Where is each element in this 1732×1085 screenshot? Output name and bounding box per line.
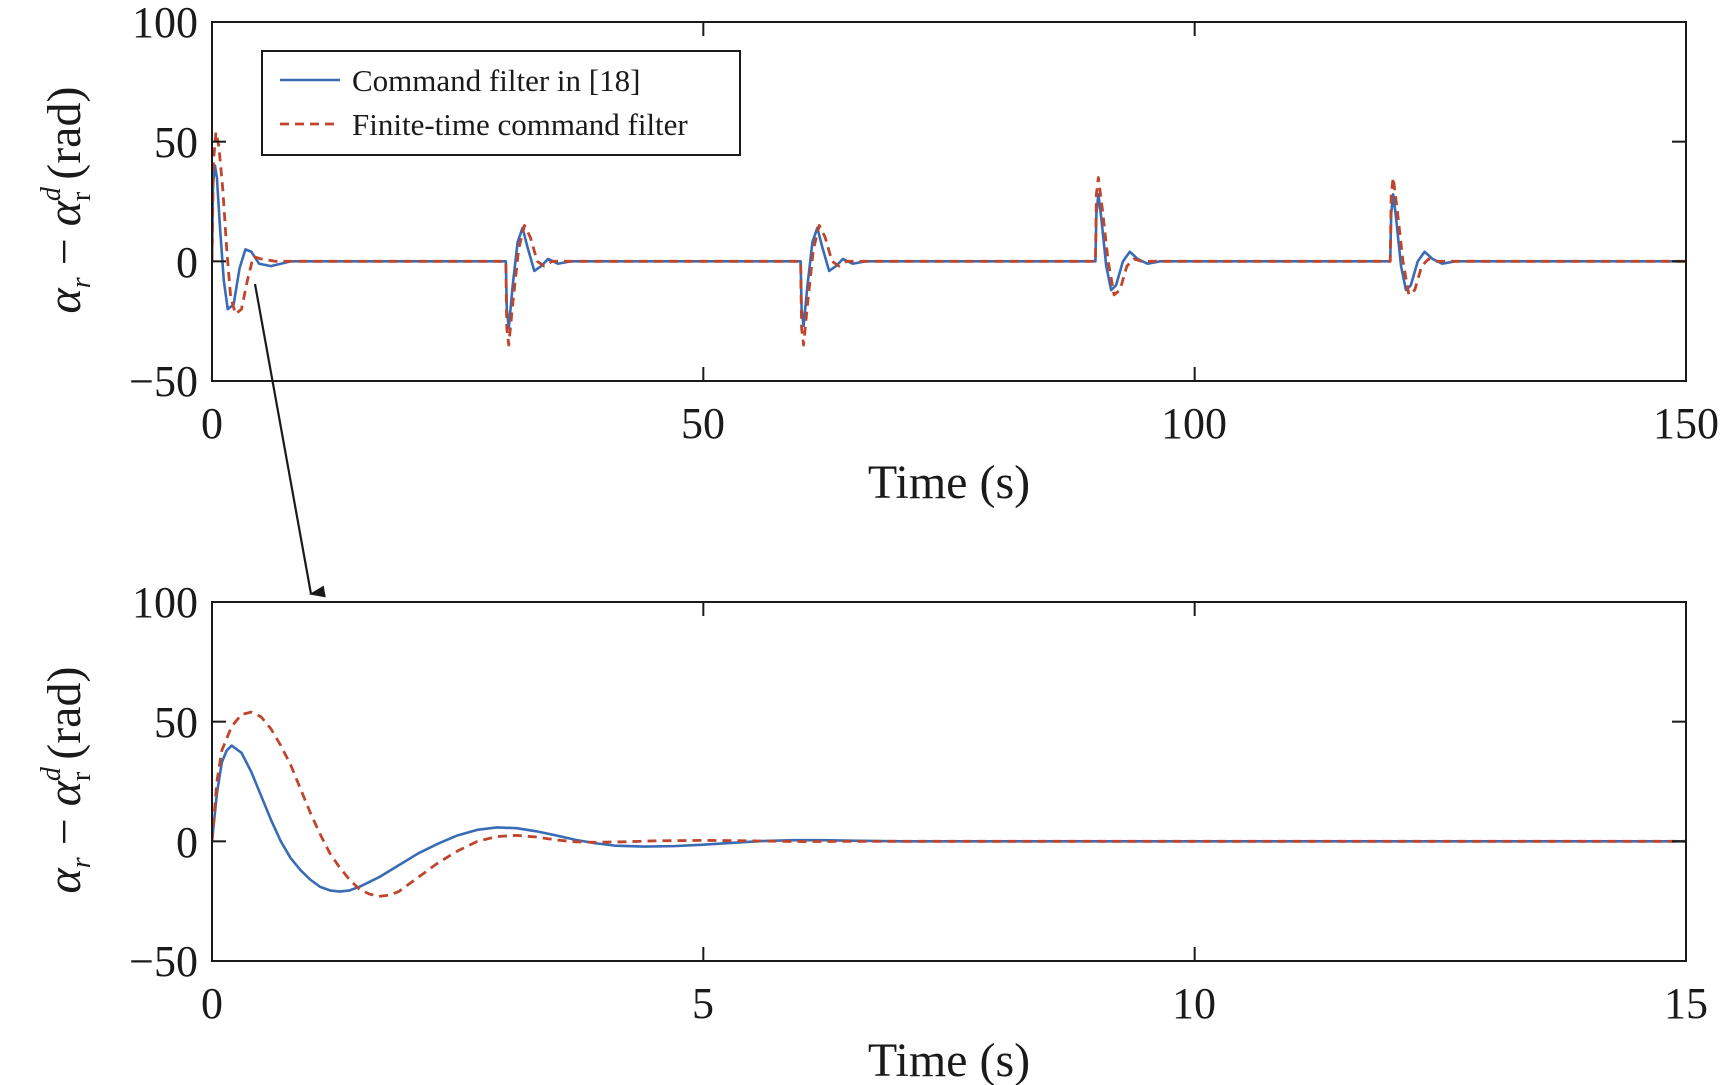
bottom-ytick-label: 100 bbox=[132, 578, 198, 627]
top-panel: 100 50 0 −50 0 50 100 150 Time (s) αr − … bbox=[36, 0, 1719, 509]
bottom-xtick-label: 10 bbox=[1172, 979, 1216, 1028]
top-plot-frame bbox=[211, 21, 1687, 382]
top-ticks bbox=[211, 21, 1687, 382]
bottom-x-axis-title: Time (s) bbox=[868, 1034, 1030, 1085]
top-xtick-label: 50 bbox=[681, 399, 725, 448]
legend-label-finite-time: Finite-time command filter bbox=[352, 107, 688, 142]
bottom-ytick-label: 0 bbox=[176, 818, 198, 867]
top-xtick-label: 100 bbox=[1161, 399, 1227, 448]
bottom-plot-lines bbox=[212, 710, 1686, 898]
bottom-series-finite-time-line bbox=[212, 710, 1686, 898]
bottom-ticks bbox=[211, 601, 1687, 962]
top-ytick-label: −50 bbox=[129, 357, 198, 406]
bottom-xtick-label: 0 bbox=[201, 979, 223, 1028]
legend-label-command-filter: Command filter in [18] bbox=[352, 63, 640, 98]
bottom-series-command-filter-line bbox=[212, 744, 1686, 893]
top-x-axis-title: Time (s) bbox=[868, 456, 1030, 509]
bottom-ytick-label: 50 bbox=[154, 698, 198, 747]
legend: Command filter in [18] Finite-time comma… bbox=[261, 50, 741, 156]
top-plot-lines bbox=[212, 130, 1686, 347]
legend-box bbox=[261, 50, 741, 156]
zoom-arrow bbox=[253, 283, 326, 598]
top-xtick-label: 0 bbox=[201, 399, 223, 448]
top-ytick-label: 100 bbox=[132, 0, 198, 47]
bottom-xtick-label: 5 bbox=[692, 979, 714, 1028]
top-series-command-filter-line bbox=[212, 164, 1686, 330]
top-y-axis-title: αr − αdr (rad) bbox=[36, 87, 97, 314]
bottom-xtick-label: 15 bbox=[1664, 979, 1708, 1028]
top-ytick-label: 0 bbox=[176, 238, 198, 287]
top-xtick-label: 150 bbox=[1653, 399, 1719, 448]
bottom-ytick-label: −50 bbox=[129, 937, 198, 986]
bottom-panel: 100 50 0 −50 0 5 10 15 Time (s) αr − αdr… bbox=[36, 578, 1708, 1085]
top-ytick-label: 50 bbox=[154, 118, 198, 167]
top-series-finite-time-line bbox=[212, 130, 1686, 347]
bottom-y-axis-title: αr − αdr (rad) bbox=[36, 667, 97, 894]
bottom-plot-frame bbox=[211, 601, 1687, 962]
